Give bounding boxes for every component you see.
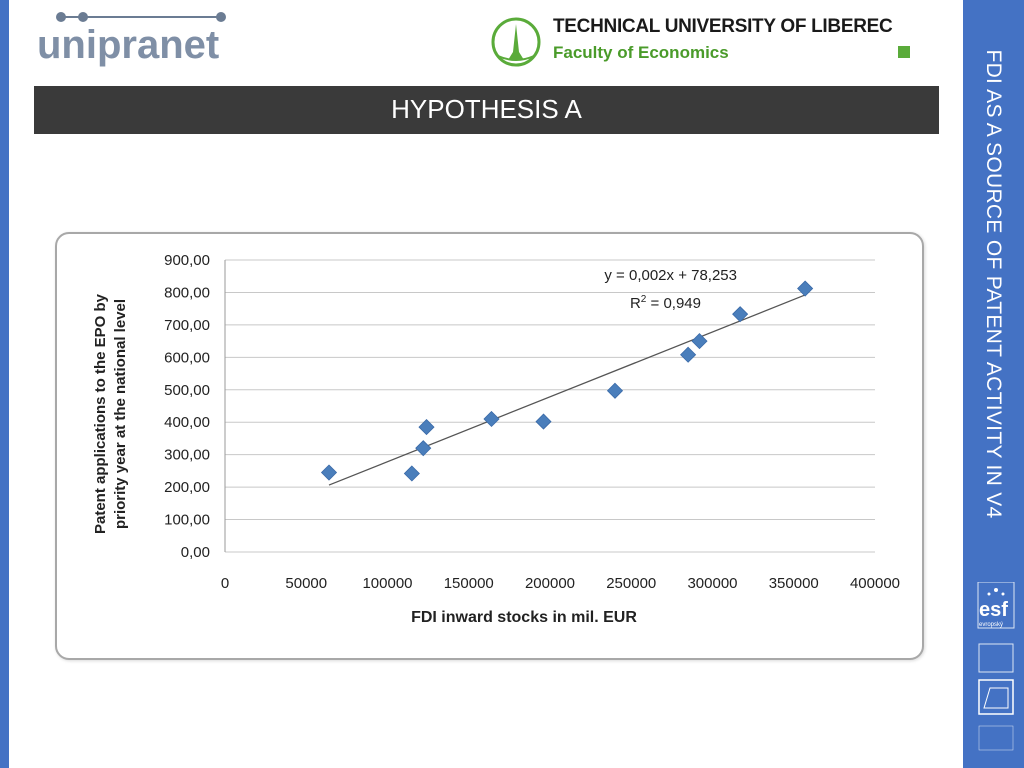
esf-caption: evropský [979, 622, 1003, 628]
data-point [691, 333, 708, 350]
x-tick-label: 100000 [362, 575, 412, 592]
data-point [680, 346, 697, 363]
x-tick-label: 400000 [850, 575, 900, 592]
y-axis-title: Patent applications to the EPO by priorit… [92, 293, 129, 534]
y-axis-title-line: priority year at the national level [112, 299, 129, 529]
left-accent-bar [0, 0, 9, 768]
university-name: TECHNICAL UNIVERSITY OF LIBEREC [553, 16, 893, 37]
x-axis-title: FDI inward stocks in mil. EUR [411, 609, 637, 626]
esf-logo-text: esf [979, 599, 1008, 621]
esf-logo: esf evropský [977, 582, 1015, 751]
y-tick-label: 100,00 [164, 512, 210, 529]
scatter-chart: 0,00 100,00 200,00 300,00 400,00 500,00 600,00… [92, 252, 900, 626]
x-tick-label: 50000 [285, 575, 327, 592]
y-tick-label: 800,00 [164, 284, 210, 301]
data-point [535, 413, 552, 430]
data-point [606, 382, 624, 399]
side-title: FDI AS A SOURCE OF PATENT ACTIVITY IN V4 [982, 49, 1005, 519]
data-point [732, 306, 749, 323]
data-point [418, 419, 435, 436]
y-tick-label: 300,00 [164, 447, 210, 464]
data-point [483, 410, 500, 428]
data-point [415, 440, 432, 457]
x-tick-label: 350000 [769, 575, 819, 592]
tul-logo: TECHNICAL UNIVERSITY OF LIBEREC Faculty … [490, 16, 920, 68]
y-tick-label: 900,00 [164, 252, 210, 269]
r-squared-value: = 0,949 [646, 295, 701, 312]
trendline-equation: y = 0,002x + 78,253 [604, 267, 737, 284]
y-tick-label: 600,00 [164, 349, 210, 366]
x-tick-label: 150000 [444, 575, 494, 592]
data-point [320, 464, 338, 481]
right-side-panel [963, 0, 1024, 768]
chart-container: 0,00 100,00 200,00 300,00 400,00 500,00 600,00… [55, 232, 924, 660]
y-tick-label: 500,00 [164, 382, 210, 399]
unipranet-logo-text: unipranet [37, 23, 219, 67]
data-point [403, 465, 420, 482]
banner-title: HYPOTHESIS A [391, 94, 582, 124]
y-tick-label: 400,00 [164, 414, 210, 431]
trendline [328, 294, 806, 486]
r-squared-superscript: 2 [641, 294, 647, 305]
data-point [797, 280, 814, 297]
y-axis-title-line: Patent applications to the EPO by [92, 293, 109, 534]
green-square-icon [898, 46, 910, 58]
x-tick-label: 300000 [687, 575, 737, 592]
tul-emblem-icon [491, 17, 541, 67]
y-tick-label: 0,00 [181, 544, 210, 561]
r-squared-prefix: R [630, 295, 641, 312]
r-squared: R2 = 0,949 [630, 294, 701, 312]
faculty-name: Faculty of Economics [553, 43, 729, 62]
x-tick-label: 250000 [606, 575, 656, 592]
y-tick-label: 700,00 [164, 317, 210, 334]
y-tick-label: 200,00 [164, 479, 210, 496]
x-tick-label: 0 [221, 575, 229, 592]
x-tick-label: 200000 [525, 575, 575, 592]
unipranet-logo: unipranet [37, 12, 226, 67]
title-banner: HYPOTHESIS A [34, 86, 939, 134]
